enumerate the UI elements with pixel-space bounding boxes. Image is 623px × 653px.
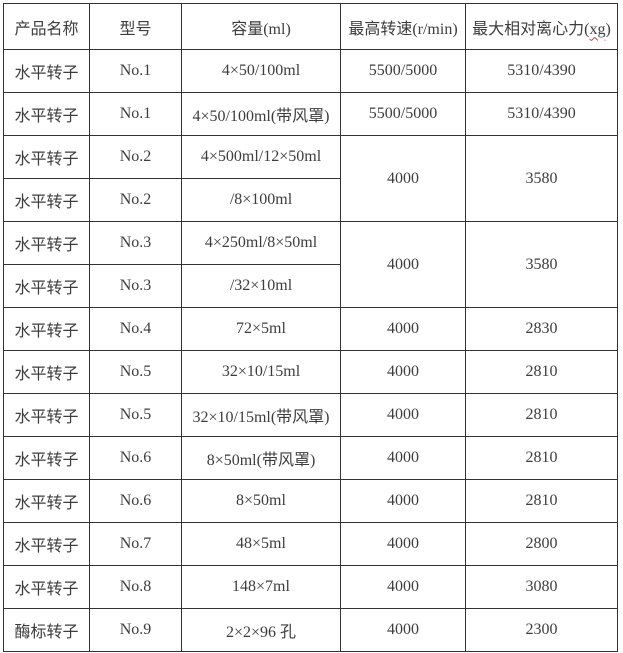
table-cell: 2810 bbox=[465, 479, 618, 523]
table-row: 水平转子 No.4 72×5ml 4000 2830 bbox=[3, 307, 618, 351]
table-cell: 3080 bbox=[465, 565, 618, 609]
table-cell: 3580 bbox=[465, 135, 618, 222]
column-header-product-name: 产品名称 bbox=[3, 3, 90, 50]
table-cell: 148×7ml bbox=[181, 565, 341, 609]
column-header-capacity: 容量(ml) bbox=[181, 3, 341, 50]
table-cell: 72×5ml bbox=[181, 307, 341, 351]
column-header-max-rcf-prefix: 最大相对离心力( bbox=[472, 20, 590, 38]
table-row: 水平转子 No.8 148×7ml 4000 3080 bbox=[3, 565, 618, 609]
table-cell: 5500/5000 bbox=[340, 49, 466, 93]
table-cell: 2300 bbox=[465, 608, 618, 652]
table-cell: No.1 bbox=[89, 49, 182, 93]
table-cell: 4×50/100ml(带风罩) bbox=[181, 92, 341, 136]
spellcheck-underlined-term: xg bbox=[589, 20, 606, 38]
table-cell: 水平转子 bbox=[3, 307, 90, 351]
table-cell: 4000 bbox=[340, 479, 466, 523]
table-cell: 水平转子 bbox=[3, 393, 90, 437]
table-cell: No.5 bbox=[89, 393, 182, 437]
table-cell: 水平转子 bbox=[3, 479, 90, 523]
table-cell: 酶标转子 bbox=[3, 608, 90, 652]
table-body: 水平转子 No.1 4×50/100ml 5500/5000 5310/4390 水平转子… bbox=[3, 49, 618, 652]
table-cell: 4000 bbox=[340, 350, 466, 394]
table-cell: /32×10ml bbox=[181, 264, 341, 308]
table-cell: 8×50ml(带风罩) bbox=[181, 436, 341, 480]
table-cell: No.4 bbox=[89, 307, 182, 351]
table-cell: 4000 bbox=[340, 565, 466, 609]
table-cell: 48×5ml bbox=[181, 522, 341, 566]
table-cell: 4×500ml/12×50ml bbox=[181, 135, 341, 179]
table-cell: 5500/5000 bbox=[340, 92, 466, 136]
table-cell: No.5 bbox=[89, 350, 182, 394]
table-cell: 4000 bbox=[340, 307, 466, 351]
table-cell: 5310/4390 bbox=[465, 92, 618, 136]
rotor-spec-table: 产品名称 型号 容量(ml) 最高转速(r/min) 最大相对离心力(xg) 水… bbox=[3, 3, 618, 652]
table-cell: No.6 bbox=[89, 479, 182, 523]
table-cell: No.9 bbox=[89, 608, 182, 652]
table-cell: 4000 bbox=[340, 393, 466, 437]
header-row: 产品名称 型号 容量(ml) 最高转速(r/min) 最大相对离心力(xg) bbox=[3, 3, 618, 50]
table-cell: No.2 bbox=[89, 178, 182, 222]
table-cell: 水平转子 bbox=[3, 565, 90, 609]
table-row: 水平转子 No.1 4×50/100ml 5500/5000 5310/4390 bbox=[3, 49, 618, 93]
table-cell: No.3 bbox=[89, 221, 182, 265]
column-header-max-speed: 最高转速(r/min) bbox=[340, 3, 466, 50]
table-cell: No.3 bbox=[89, 264, 182, 308]
table-cell: 4000 bbox=[340, 135, 466, 222]
table-cell: 2810 bbox=[465, 350, 618, 394]
table-cell: 水平转子 bbox=[3, 522, 90, 566]
table-row: 水平转子 No.1 4×50/100ml(带风罩) 5500/5000 5310/439… bbox=[3, 92, 618, 136]
table-cell: 32×10/15ml bbox=[181, 350, 341, 394]
column-header-model: 型号 bbox=[89, 3, 182, 50]
table-row: 水平转子 No.6 8×50ml(带风罩) 4000 2810 bbox=[3, 436, 618, 480]
table-cell: 水平转子 bbox=[3, 350, 90, 394]
table-cell: 2810 bbox=[465, 393, 618, 437]
table-cell: 4000 bbox=[340, 221, 466, 308]
table-cell: 水平转子 bbox=[3, 221, 90, 265]
table-cell: 32×10/15ml(带风罩) bbox=[181, 393, 341, 437]
table-cell: 3580 bbox=[465, 221, 618, 308]
table-cell: 水平转子 bbox=[3, 178, 90, 222]
table-cell: 4000 bbox=[340, 608, 466, 652]
table-row: 水平转子 No.2 4×500ml/12×50ml 4000 3580 bbox=[3, 135, 618, 222]
table-cell: 2830 bbox=[465, 307, 618, 351]
table-row: 水平转子 No.5 32×10/15ml 4000 2810 bbox=[3, 350, 618, 394]
table-row: 水平转子 No.7 48×5ml 4000 2800 bbox=[3, 522, 618, 566]
column-header-max-rcf-suffix: ) bbox=[605, 20, 611, 38]
column-header-max-rcf: 最大相对离心力(xg) bbox=[465, 3, 618, 50]
table-row: 水平转子 No.6 8×50ml 4000 2810 bbox=[3, 479, 618, 523]
table-cell: /8×100ml bbox=[181, 178, 341, 222]
table-row: 水平转子 No.3/32×10ml bbox=[3, 264, 618, 308]
table-cell: 水平转子 bbox=[3, 264, 90, 308]
table-cell: 4000 bbox=[340, 522, 466, 566]
table-cell: 2800 bbox=[465, 522, 618, 566]
table-row: 水平转子 No.5 32×10/15ml(带风罩) 4000 2810 bbox=[3, 393, 618, 437]
table-cell: 4×250ml/8×50ml bbox=[181, 221, 341, 265]
table-cell: 8×50ml bbox=[181, 479, 341, 523]
table-cell: No.7 bbox=[89, 522, 182, 566]
table-cell: 2810 bbox=[465, 436, 618, 480]
table-cell: 5310/4390 bbox=[465, 49, 618, 93]
table-cell: No.6 bbox=[89, 436, 182, 480]
table-cell: 水平转子 bbox=[3, 92, 90, 136]
table-row: 酶标转子 No.9 2×2×96 孔 4000 2300 bbox=[3, 608, 618, 652]
table-cell: 水平转子 bbox=[3, 436, 90, 480]
table-cell: 4×50/100ml bbox=[181, 49, 341, 93]
table-cell: 水平转子 bbox=[3, 135, 90, 179]
table-cell: 4000 bbox=[340, 436, 466, 480]
table-cell: No.8 bbox=[89, 565, 182, 609]
table-cell: No.1 bbox=[89, 92, 182, 136]
table-cell: 水平转子 bbox=[3, 49, 90, 93]
table-cell: 2×2×96 孔 bbox=[181, 608, 341, 652]
table-row: 水平转子 No.2/8×100ml bbox=[3, 178, 618, 222]
table-row: 水平转子 No.3 4×250ml/8×50ml 4000 3580 bbox=[3, 221, 618, 308]
table-cell: No.2 bbox=[89, 135, 182, 179]
